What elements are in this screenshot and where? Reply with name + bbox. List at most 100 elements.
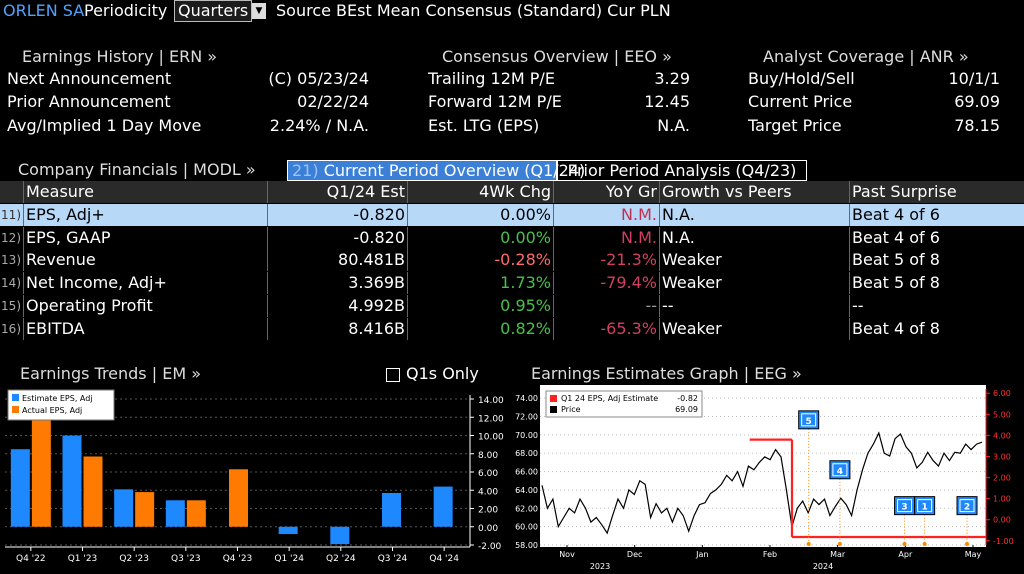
cell-measure: Net Income, Adj+: [26, 272, 268, 295]
earnings-graph-title[interactable]: Earnings Estimates Graph | EEG »: [531, 364, 802, 383]
table-row[interactable]: 11) EPS, Adj+ -0.820 0.00% N.M. N.A. Beat 4 of…: [0, 204, 1024, 226]
co-label-2: Est. LTG (EPS): [428, 116, 540, 135]
marker-box: [829, 460, 851, 480]
left-tick-label: 72.00: [515, 413, 538, 422]
cell-measure: Operating Profit: [26, 294, 268, 317]
bar-actual: [135, 492, 155, 527]
eh-label-1: Prior Announcement: [7, 92, 171, 111]
earnings-trends-title[interactable]: Earnings Trends | EM »: [20, 364, 201, 383]
ac-value-2: 78.15: [954, 116, 1000, 135]
x-year-label: 2024: [813, 562, 833, 571]
cell-yoy: -79.4%: [554, 272, 660, 295]
ac-label-2: Target Price: [748, 116, 842, 135]
analyst-coverage-title[interactable]: Analyst Coverage | ANR »: [763, 47, 969, 66]
y-tick-label: 2.00: [478, 506, 498, 516]
co-value-0: 3.29: [654, 69, 690, 88]
x-tick-label: Q2 '24: [326, 554, 356, 564]
table-row[interactable]: 15) Operating Profit 4.992B 0.95% -- -- --: [0, 294, 1024, 317]
tab-prior-period[interactable]: Prior Period Analysis (Q4/23): [557, 160, 807, 181]
periodicity-select[interactable]: Quarters: [174, 0, 253, 22]
ac-label-1: Current Price: [748, 92, 853, 111]
marker-box: [798, 410, 820, 430]
right-tick-label: 3.00: [993, 452, 1011, 461]
marker-inner: [917, 499, 933, 513]
col-header-est[interactable]: Q1/24 Est: [268, 181, 408, 203]
cell-measure: EBITDA: [26, 317, 268, 340]
chevron-down-icon[interactable]: ▼: [252, 3, 266, 19]
bar-actual: [83, 456, 103, 527]
marker-dot: [902, 542, 907, 546]
legend-label: Actual EPS, Adj: [22, 406, 82, 415]
cell-chg: 1.73%: [408, 272, 554, 295]
cell-surprise: Beat 4 of 6: [852, 205, 940, 224]
cell-chg: 0.00%: [408, 226, 554, 249]
bar-estimate: [382, 492, 401, 527]
cell-surprise: Beat 5 of 8: [852, 250, 940, 270]
marker-inner: [832, 463, 848, 477]
bar-actual: [31, 418, 51, 527]
q1s-only-checkbox[interactable]: [386, 368, 400, 382]
x-tick-label: Q4 '22: [16, 554, 46, 564]
cell-surprise: Beat 4 of 8: [852, 318, 940, 338]
cell-num: 12): [0, 226, 24, 249]
bar-estimate: [62, 435, 82, 527]
table-header-row: Measure Q1/24 Est 4Wk Chg YoY Gr Growth …: [0, 181, 1024, 203]
tab-current-period-label: Current Period Overview (Q1/24): [323, 161, 586, 180]
company-financials-title[interactable]: Company Financials | MODL »: [18, 160, 256, 179]
marker-dot: [837, 542, 842, 546]
col-header-peers[interactable]: Growth vs Peers: [662, 181, 850, 203]
left-tick-label: 70.00: [515, 431, 538, 440]
y-tick-label: 4.00: [478, 487, 498, 497]
left-tick-label: 66.00: [515, 468, 538, 477]
marker-label: 2: [964, 503, 970, 513]
earnings-history-title[interactable]: Earnings History | ERN »: [22, 47, 218, 66]
col-header-yoy[interactable]: YoY Gr: [554, 181, 660, 203]
marker-label: 5: [806, 417, 812, 427]
y-tick-label: 8.00: [478, 451, 498, 461]
right-tick-label: -1.00: [993, 537, 1014, 546]
tab-current-period[interactable]: 21) Current Period Overview (Q1/24): [287, 160, 585, 181]
ticker-name[interactable]: ORLEN SA: [3, 1, 85, 20]
legend-box: [7, 389, 115, 421]
earnings-trends-chart: -2.00 0.00 2.00 4.00 6.00 8.00 10.00 12.00 14.00…: [5, 389, 504, 564]
top-bar: ORLEN SA Periodicity Quarters ▼ Source B…: [0, 0, 1024, 24]
x-tick-label: Q1 '23: [68, 554, 98, 564]
cell-peers: Weaker: [662, 249, 850, 272]
cell-peers: N.A.: [662, 226, 850, 249]
marker-dot: [965, 542, 970, 546]
col-header-surprise[interactable]: Past Surprise: [852, 182, 957, 201]
marker-box: [914, 496, 936, 516]
marker-dot: [806, 542, 811, 546]
cell-est: -0.820: [268, 226, 408, 249]
cell-peers: N.A.: [662, 204, 850, 226]
cell-est: -0.820: [268, 204, 408, 226]
cell-est: 8.416B: [268, 317, 408, 340]
left-tick-label: 58.00: [515, 541, 538, 550]
table-row[interactable]: 16) EBITDA 8.416B 0.82% -65.3% Weaker Beat 4 o…: [0, 317, 1024, 340]
x-tick-label: Apr: [898, 550, 913, 559]
bar-estimate: [433, 486, 453, 527]
cell-measure: EPS, Adj+: [26, 204, 268, 226]
cell-est: 3.369B: [268, 272, 408, 295]
table-row[interactable]: 12) EPS, GAAP -0.820 0.00% N.M. N.A. Beat 4 of…: [0, 226, 1024, 249]
cell-num: 14): [0, 272, 24, 295]
cell-yoy: N.M.: [554, 226, 660, 249]
x-tick-label: Mar: [830, 550, 846, 559]
col-header-measure[interactable]: Measure: [26, 181, 268, 203]
table-row[interactable]: 13) Revenue 80.481B -0.28% -21.3% Weaker Beat …: [0, 249, 1024, 272]
left-tick-label: 74.00: [515, 394, 538, 403]
marker-box: [956, 496, 978, 516]
legend-value: -0.82: [677, 394, 698, 403]
bar-actual: [229, 469, 248, 527]
legend-label: Estimate EPS, Adj: [22, 394, 93, 403]
right-tick-label: 0.00: [993, 516, 1011, 525]
table-row[interactable]: 14) Net Income, Adj+ 3.369B 1.73% -79.4% Weak…: [0, 272, 1024, 295]
col-header-chg[interactable]: 4Wk Chg: [408, 181, 554, 203]
marker-label: 1: [922, 503, 928, 513]
legend-label: Price: [561, 405, 581, 414]
consensus-title[interactable]: Consensus Overview | EEO »: [442, 47, 672, 66]
eh-value-0: (C) 05/23/24: [268, 69, 369, 88]
cell-surprise: Beat 5 of 8: [852, 273, 940, 293]
legend-swatch: [12, 406, 19, 413]
y-tick-label: 6.00: [478, 469, 498, 479]
